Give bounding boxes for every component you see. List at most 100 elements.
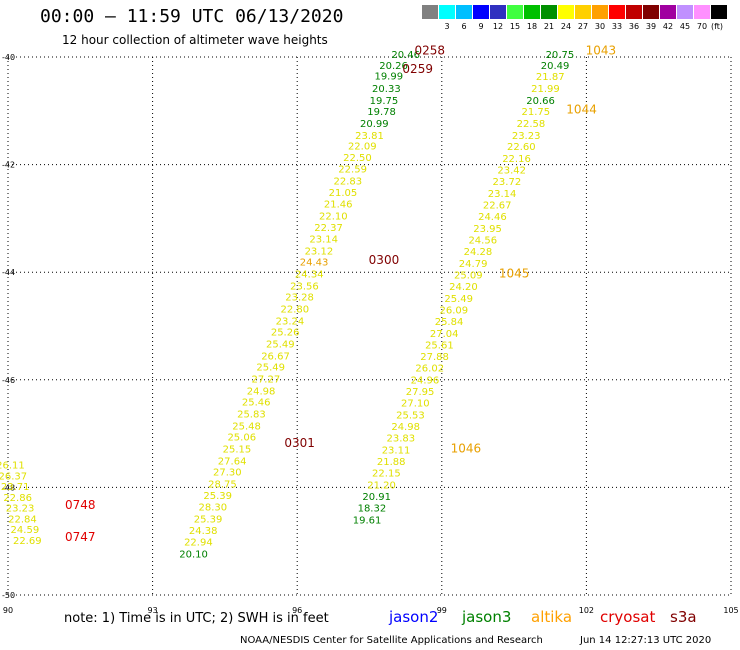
wave-height-label: 20.26 bbox=[379, 61, 408, 72]
legend-label: 18 bbox=[526, 22, 538, 31]
wave-height-label: 21.75 bbox=[521, 107, 550, 118]
wave-height-label: 22.84 bbox=[8, 514, 37, 525]
credit-line: NOAA/NESDIS Center for Satellite Applica… bbox=[240, 635, 543, 646]
wave-height-label: 22.86 bbox=[3, 493, 32, 504]
y-tick-label: -42 bbox=[2, 161, 15, 170]
legend-swatch bbox=[456, 5, 472, 19]
legend-swatch bbox=[422, 5, 438, 19]
legend-swatch bbox=[694, 5, 710, 19]
x-tick-label: 105 bbox=[723, 606, 738, 615]
wave-height-label: 23.14 bbox=[488, 189, 517, 200]
wave-height-label: 27.64 bbox=[218, 456, 247, 467]
wave-height-label: 22.59 bbox=[338, 165, 367, 176]
pass-time-label: 0259 bbox=[402, 62, 433, 76]
legend-label: 27 bbox=[577, 22, 589, 31]
satellite-label-altika: altika bbox=[531, 608, 573, 626]
generated-timestamp: Jun 14 12:27:13 UTC 2020 bbox=[580, 635, 712, 646]
wave-height-label: 28.30 bbox=[199, 503, 228, 514]
legend-label: 24 bbox=[560, 22, 572, 31]
wave-height-label: 27.88 bbox=[420, 352, 449, 363]
wave-height-label: 23.71 bbox=[1, 482, 30, 493]
wave-height-label: 24.34 bbox=[295, 270, 324, 281]
wave-height-label: 21.46 bbox=[324, 200, 353, 211]
wave-height-label: 24.46 bbox=[478, 212, 507, 223]
wave-height-label: 22.10 bbox=[319, 211, 348, 222]
wave-height-label: 25.53 bbox=[396, 411, 425, 422]
wave-height-label: 22.16 bbox=[502, 154, 531, 165]
wave-height-label: 27.10 bbox=[401, 399, 430, 410]
legend-label: 42 bbox=[662, 22, 674, 31]
legend-label: 15 bbox=[509, 22, 521, 31]
footer-note: note: 1) Time is in UTC; 2) SWH is in fe… bbox=[64, 611, 329, 626]
wave-height-label: 27.95 bbox=[406, 387, 435, 398]
legend-swatch bbox=[558, 5, 574, 19]
satellite-label-cryosat: cryosat bbox=[600, 608, 656, 626]
pass-time-label: 0748 bbox=[65, 498, 96, 512]
wave-height-label: 25.39 bbox=[203, 491, 232, 502]
x-tick-label: 93 bbox=[148, 606, 158, 615]
y-tick-label: -48 bbox=[2, 483, 15, 492]
wave-height-label: 22.69 bbox=[13, 536, 42, 547]
wave-height-label: 23.11 bbox=[382, 446, 411, 457]
x-tick-label: 99 bbox=[437, 606, 447, 615]
legend-swatch bbox=[490, 5, 506, 19]
y-tick-label: -44 bbox=[2, 268, 15, 277]
wave-height-label: 24.96 bbox=[411, 376, 440, 387]
wave-height-label: 22.67 bbox=[483, 201, 512, 212]
wave-height-label: 22.83 bbox=[333, 177, 362, 188]
wave-height-label: 25.84 bbox=[435, 317, 464, 328]
wave-height-label: 22.15 bbox=[372, 469, 401, 480]
y-tick-label: -40 bbox=[2, 53, 15, 62]
pass-time-label: 1045 bbox=[499, 267, 530, 281]
pass-time-label: 0301 bbox=[284, 436, 315, 450]
legend-label: 12 bbox=[492, 22, 504, 31]
wave-height-label: 23.28 bbox=[285, 293, 314, 304]
wave-height-label: 23.12 bbox=[305, 246, 334, 257]
wave-height-label: 26.11 bbox=[0, 461, 25, 472]
wave-height-label: 23.23 bbox=[6, 504, 35, 515]
legend-swatch bbox=[677, 5, 693, 19]
legend-swatch bbox=[660, 5, 676, 19]
legend-label: 3 bbox=[444, 22, 450, 31]
pass-time-label: 0747 bbox=[65, 530, 96, 544]
satellite-label-s3a: s3a bbox=[670, 608, 697, 626]
legend-swatch bbox=[626, 5, 642, 19]
wave-height-label: 25.46 bbox=[242, 398, 271, 409]
wave-height-label: 25.26 bbox=[271, 328, 300, 339]
legend-swatch bbox=[592, 5, 608, 19]
wave-height-label: 21.20 bbox=[367, 480, 396, 491]
chart-title: 00:00 – 11:59 UTC 06/13/2020 bbox=[40, 6, 344, 27]
wave-height-label: 23.14 bbox=[309, 235, 338, 246]
wave-height-label: 20.91 bbox=[362, 492, 391, 503]
wave-height-label: 23.56 bbox=[290, 281, 319, 292]
legend-label: 39 bbox=[645, 22, 657, 31]
chart-subtitle: 12 hour collection of altimeter wave hei… bbox=[62, 33, 328, 47]
wave-height-label: 22.94 bbox=[184, 538, 213, 549]
wave-height-label: 24.56 bbox=[468, 236, 497, 247]
wave-height-label: 23.24 bbox=[276, 316, 305, 327]
legend-label: 30 bbox=[594, 22, 606, 31]
x-tick-label: 90 bbox=[3, 606, 13, 615]
wave-height-label: 24.79 bbox=[459, 259, 488, 270]
wave-height-label: 23.83 bbox=[387, 434, 416, 445]
wave-height-label: 25.09 bbox=[454, 271, 483, 282]
wave-height-label: 25.48 bbox=[232, 421, 261, 432]
legend-swatch bbox=[711, 5, 727, 19]
wave-height-label: 22.80 bbox=[280, 305, 309, 316]
wave-height-label: 18.32 bbox=[358, 504, 387, 515]
legend-swatch bbox=[439, 5, 455, 19]
wave-height-label: 22.58 bbox=[517, 119, 546, 130]
y-tick-label: -46 bbox=[2, 376, 15, 385]
legend-label: 6 bbox=[461, 22, 467, 31]
wave-height-label: 24.98 bbox=[247, 386, 276, 397]
wave-height-label: 27.04 bbox=[430, 329, 459, 340]
wave-height-label: 22.37 bbox=[314, 223, 343, 234]
wave-height-label: 25.83 bbox=[237, 409, 266, 420]
wave-height-label: 23.95 bbox=[473, 224, 502, 235]
wave-height-label: 19.75 bbox=[370, 96, 399, 107]
wave-height-label: 22.60 bbox=[507, 142, 536, 153]
y-tick-label: -50 bbox=[2, 591, 15, 600]
wave-height-label: 20.75 bbox=[546, 50, 575, 61]
wave-height-label: 23.72 bbox=[493, 177, 522, 188]
